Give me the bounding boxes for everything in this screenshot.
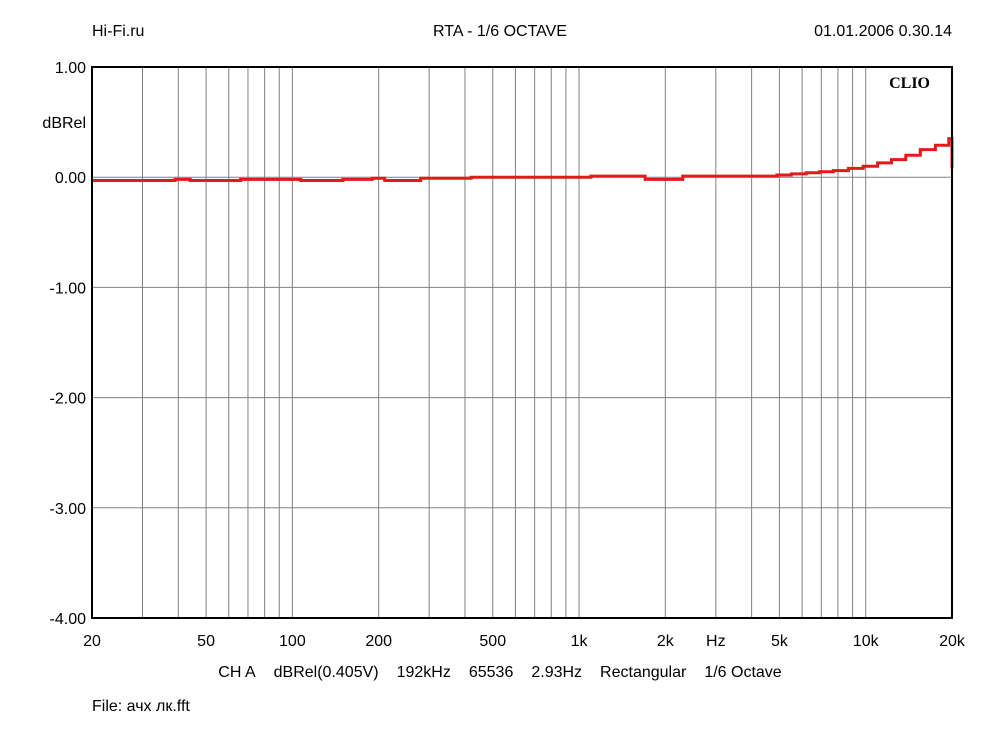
y-tick-label: -3.00: [50, 501, 87, 518]
x-tick-label: 10k: [853, 633, 880, 650]
x-tick-label: 1k: [571, 633, 589, 650]
resolution-label: 2.93Hz: [531, 664, 583, 681]
y-tick-labels: 1.00 0.00 -1.00 -2.00 -3.00 -4.00: [50, 60, 87, 628]
x-tick-label: 5k: [771, 633, 789, 650]
response-trace: [92, 137, 954, 182]
window-label: Rectangular: [600, 664, 687, 681]
y-tick-label: -4.00: [50, 611, 87, 628]
channel-label: CH A: [218, 664, 256, 681]
x-tick-label: 20: [83, 633, 101, 650]
plot-frame: [91, 66, 953, 619]
file-name: File: ачх лк.fft: [92, 698, 190, 715]
smoothing-label: 1/6 Octave: [704, 664, 782, 681]
x-tick-label: 2k: [657, 633, 675, 650]
x-tick-label: 100: [279, 633, 306, 650]
y-axis-unit-label: dBRel: [42, 115, 86, 132]
y-tick-label: -1.00: [50, 280, 87, 297]
x-axis-unit-label: Hz: [706, 633, 726, 650]
clio-logo: CLIO: [889, 75, 930, 92]
x-tick-label: 50: [197, 633, 215, 650]
reference-label: dBRel(0.405V): [273, 664, 379, 681]
sample-rate-label: 192kHz: [396, 664, 451, 681]
trace-layer: [92, 137, 954, 182]
chart-title: RTA - 1/6 OCTAVE: [433, 23, 567, 40]
x-tick-label: 500: [479, 633, 506, 650]
y-tick-label: 0.00: [55, 170, 86, 187]
measurement-settings: CH A dBRel(0.405V) 192kHz 65536 2.93Hz Rectan…: [0, 663, 1000, 683]
measurement-datetime: 01.01.2006 0.30.14: [814, 23, 952, 40]
y-tick-label: 1.00: [55, 60, 86, 77]
y-tick-label: -2.00: [50, 391, 87, 408]
grid-lines: [92, 67, 952, 618]
x-tick-label: 20k: [939, 633, 966, 650]
x-tick-labels: 20 50 100 200 500 1k 2k 5k 10k 20k Hz: [83, 633, 966, 650]
x-tick-label: 200: [365, 633, 392, 650]
fft-size-label: 65536: [468, 664, 514, 681]
site-label: Hi-Fi.ru: [92, 23, 145, 40]
